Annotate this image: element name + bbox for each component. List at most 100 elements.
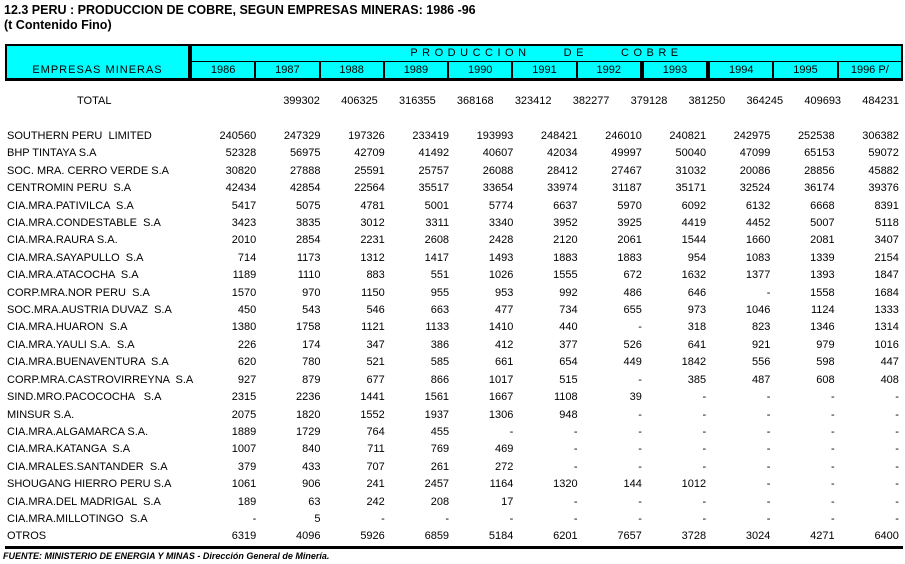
- value-cell: 240821: [669, 130, 707, 142]
- table-row: SOC.MRA.AUSTRIA DUVAZ S.A 450 543 546 663 47…: [5, 302, 903, 319]
- value-cell: 1380: [231, 321, 257, 334]
- value-cell: 1561: [424, 391, 450, 404]
- table-row: CIA.MRA.ATACOCHA S.A 1189 1110 883 551 1026 1…: [5, 267, 903, 284]
- value-cell: 2236: [296, 391, 321, 404]
- value-cell: 948: [559, 408, 578, 421]
- value-cell: 399302: [283, 95, 320, 107]
- value-cell: -: [766, 512, 771, 525]
- value-cell: 455: [430, 425, 450, 438]
- value-cell: 707: [366, 460, 385, 473]
- company-name-cell: CIA.MRA.YAULI S.A. S.A: [7, 338, 135, 351]
- value-cell: 379128: [630, 95, 668, 107]
- table-row: CIA.MRA.ALGAMARCA S.A. 1889 1729 764 455 - - -…: [5, 424, 903, 441]
- value-cell: 556: [752, 356, 771, 369]
- value-cell: 323412: [514, 95, 552, 107]
- year-col-1992: 1992: [575, 62, 640, 78]
- value-cell: 33654: [482, 182, 514, 195]
- value-cell: 5001: [424, 199, 450, 212]
- value-cell: 6132: [745, 199, 771, 212]
- value-cell: 1339: [810, 251, 835, 264]
- value-cell: 5926: [360, 530, 385, 543]
- value-cell: -: [702, 495, 707, 508]
- value-cell: 36174: [804, 182, 835, 195]
- company-name-cell: CIA.MRA.CONDESTABLE S.A: [7, 217, 161, 230]
- value-cell: 780: [302, 356, 321, 369]
- value-cell: -: [573, 495, 578, 508]
- value-cell: 714: [237, 251, 257, 264]
- value-cell: 469: [494, 443, 514, 456]
- value-cell: -: [766, 391, 771, 404]
- value-cell: -: [830, 495, 835, 508]
- value-cell: 31187: [612, 182, 642, 195]
- value-cell: 5118: [875, 217, 899, 230]
- company-name-cell: CIA.MRA.RAURA S.A.: [7, 234, 118, 247]
- value-cell: 487: [752, 373, 771, 386]
- value-cell: 52328: [225, 147, 257, 160]
- value-cell: -: [766, 408, 771, 421]
- value-cell: 5774: [488, 199, 514, 212]
- value-cell: -: [830, 512, 835, 525]
- total-row: TOTAL 399302 406325 316355 368168 323412 3822…: [5, 93, 903, 110]
- value-cell: 382277: [572, 95, 610, 107]
- table-row: CIA.MRA.KATANGA S.A 1007 840 711 769 469 - - - -…: [5, 441, 903, 458]
- value-cell: 41492: [418, 147, 450, 160]
- year-col-1993: 1993: [639, 62, 706, 78]
- value-cell: -: [509, 425, 514, 438]
- value-cell: 63: [308, 495, 321, 508]
- value-cell: 27888: [289, 164, 321, 177]
- value-cell: 1026: [488, 269, 514, 282]
- value-cell: 226: [237, 338, 257, 351]
- company-name-cell: SOC. MRA. CERRO VERDE S.A: [7, 164, 169, 177]
- value-cell: 252538: [797, 130, 835, 142]
- table-row: CIA.MRA.MILLOTINGO S.A - 5 - - - - - - - - -: [5, 511, 903, 528]
- value-cell: 1017: [488, 373, 514, 386]
- value-cell: 1007: [231, 443, 257, 456]
- year-col-1990: 1990: [447, 62, 511, 78]
- value-cell: -: [638, 460, 642, 473]
- value-cell: 4419: [681, 217, 707, 230]
- value-cell: -: [573, 443, 578, 456]
- value-cell: 1108: [553, 391, 578, 404]
- value-cell: 3952: [553, 217, 578, 230]
- value-cell: -: [702, 425, 707, 438]
- value-cell: 1820: [296, 408, 321, 421]
- table-row: CIA.MRA.PATIVILCA S.A 5417 5075 4781 5001 57…: [5, 198, 903, 215]
- value-cell: 608: [816, 373, 835, 386]
- value-cell: -: [702, 460, 707, 473]
- value-cell: -: [638, 373, 642, 386]
- value-cell: 28856: [804, 164, 835, 177]
- table-row: SOC. MRA. CERRO VERDE S.A 30820 27888 2559…: [5, 163, 903, 180]
- value-cell: 1346: [810, 321, 835, 334]
- year-col-1995: 1995: [772, 62, 836, 78]
- company-name-cell: CORP.MRA.NOR PERU S.A: [7, 286, 150, 299]
- value-cell: 1189: [232, 269, 257, 282]
- year-header-row: 1986 1987 1988 1989 1990 1991 1992 1993 1994 1995…: [192, 62, 901, 78]
- value-cell: 31032: [675, 164, 707, 177]
- table-row: CENTROMIN PERU S.A 42434 42854 22564 35517 3…: [5, 180, 903, 197]
- value-cell: 1121: [361, 321, 385, 334]
- value-cell: 40607: [482, 147, 514, 160]
- value-cell: -: [766, 460, 771, 473]
- table-row: CIA.MRALES.SANTANDER S.A 379 433 707 261 272…: [5, 459, 903, 476]
- value-cell: -: [509, 512, 514, 525]
- value-cell: 17: [501, 495, 514, 508]
- value-cell: 1417: [424, 251, 450, 264]
- value-cell: 2075: [231, 408, 257, 421]
- value-cell: -: [766, 495, 771, 508]
- value-cell: 823: [752, 321, 771, 334]
- value-cell: 233419: [412, 130, 450, 142]
- page-subtitle: (t Contenido Fino): [4, 18, 112, 32]
- value-cell: 381250: [688, 95, 726, 107]
- value-cell: 954: [687, 251, 707, 264]
- value-cell: 486: [623, 286, 642, 299]
- value-cell: 272: [494, 460, 514, 473]
- production-table: EMPRESAS MINERAS PRODUCCION DE COBRE 198…: [5, 44, 903, 549]
- value-cell: 1684: [874, 286, 899, 299]
- value-cell: 970: [302, 286, 321, 299]
- value-cell: -: [830, 391, 835, 404]
- value-cell: 347: [366, 338, 385, 351]
- table-row: SIND.MRO.PACOCOCHA S.A 2315 2236 1441 1561 1…: [5, 389, 903, 406]
- value-cell: 546: [366, 304, 385, 317]
- value-cell: 144: [623, 478, 642, 491]
- value-cell: 65153: [804, 147, 835, 160]
